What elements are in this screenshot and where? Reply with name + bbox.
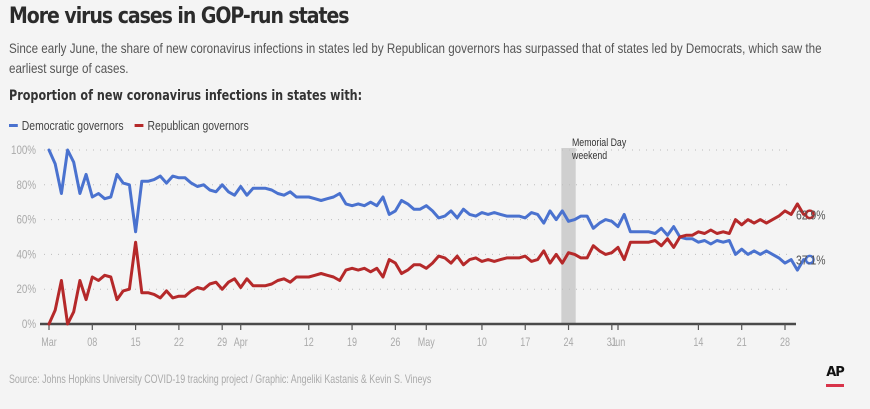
- legend-label-democratic: Democratic governors: [21, 118, 124, 133]
- annotation-label-line1: Memorial Day: [572, 137, 626, 149]
- x-tick-label: 29: [217, 336, 227, 350]
- x-tick-label: 14: [693, 336, 703, 350]
- x-tick-label: 08: [87, 336, 97, 350]
- chart-title: More virus cases in GOP-run states: [9, 4, 350, 29]
- x-tick-label: Jun: [611, 336, 626, 350]
- chart-heading: Proportion of new coronavirus infections…: [9, 88, 363, 104]
- x-tick-label: 31: [607, 336, 617, 350]
- y-tick-label: 60%: [16, 214, 36, 227]
- legend-label-republican: Republican governors: [147, 118, 249, 133]
- series-line-democratic: [47, 148, 812, 272]
- x-tick-label: 19: [347, 336, 357, 350]
- x-tick-label: Apr: [234, 336, 248, 350]
- x-tick-label: 17: [520, 336, 530, 350]
- x-tick-label: 24: [564, 336, 574, 350]
- y-tick-label: 40%: [16, 249, 36, 262]
- x-tick-label: 10: [477, 336, 487, 350]
- ap-logo-bar: [826, 384, 844, 387]
- x-tick-label: 12: [304, 336, 314, 350]
- series-line-republican: [47, 202, 812, 326]
- x-tick-label: May: [418, 336, 436, 350]
- y-tick-label: 100%: [11, 144, 36, 157]
- x-tick-label: 22: [174, 336, 184, 350]
- ap-logo-text: AP: [826, 365, 845, 380]
- x-tick-label: Mar: [41, 336, 57, 350]
- chart-subtitle: Since early June, the share of new coron…: [9, 40, 822, 76]
- x-tick-label: 21: [737, 336, 747, 350]
- end-label-republican: 62.9%: [796, 208, 826, 222]
- legend-swatch-democratic: [9, 124, 18, 127]
- legend-item-democratic: Democratic governors: [9, 118, 124, 133]
- x-tick-label: 15: [131, 336, 141, 350]
- memorial-day-band: [561, 148, 576, 324]
- end-label-democratic: 37.1%: [796, 254, 826, 268]
- end-marker-republican: [804, 209, 815, 220]
- y-tick-label: 0%: [22, 318, 37, 331]
- y-tick-label: 20%: [16, 284, 36, 297]
- source-credit: Source: Johns Hopkins University COVID-1…: [9, 372, 432, 386]
- ap-logo: AP: [826, 365, 845, 387]
- annotation-label-line2: weekend: [571, 150, 607, 162]
- x-tick-label: 28: [780, 336, 790, 350]
- legend: Democratic governors Republican governor…: [9, 118, 260, 133]
- end-marker-democratic: [804, 254, 815, 265]
- legend-swatch-republican: [134, 124, 144, 127]
- legend-item-republican: Republican governors: [134, 118, 249, 133]
- x-tick-label: 26: [390, 336, 400, 350]
- y-tick-label: 80%: [16, 179, 36, 192]
